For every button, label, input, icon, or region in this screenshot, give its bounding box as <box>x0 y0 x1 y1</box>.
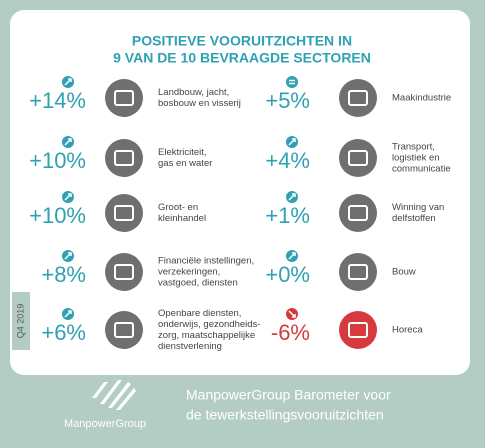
sector: -6% Horeca <box>271 308 423 349</box>
trend-badge <box>286 76 298 88</box>
sector-label: Winning van <box>392 202 444 213</box>
footer-text: ManpowerGroup Barometer voor <box>186 387 391 403</box>
value: +5% <box>265 88 310 113</box>
sector-label: zorg, maatschappelijke <box>158 330 255 341</box>
sector-label: Landbouw, jacht, <box>158 87 229 98</box>
sector-icon <box>339 253 377 291</box>
sector-label: Elektriciteit, <box>158 147 207 158</box>
sector-icon <box>105 311 143 349</box>
value: +6% <box>41 320 86 345</box>
sector-label: Openbare diensten, <box>158 308 241 319</box>
sector: +5% Maakindustrie <box>265 76 451 117</box>
sector-label: gas en water <box>158 158 212 169</box>
value: +0% <box>265 262 310 287</box>
sector: +14% Landbouw, jacht,bosbouw en visserij <box>29 76 241 117</box>
title: POSITIEVE VOORUITZICHTEN IN <box>132 33 352 49</box>
sector: +0% Bouw <box>265 250 416 291</box>
sector-label: Transport, <box>392 142 435 153</box>
value: +14% <box>29 88 86 113</box>
sector-glyph <box>348 90 368 106</box>
sector-icon <box>105 79 143 117</box>
value: -6% <box>271 320 310 345</box>
sector-glyph <box>114 90 134 106</box>
sector-icon <box>105 139 143 177</box>
value: +10% <box>29 203 86 228</box>
value: +10% <box>29 148 86 173</box>
sector-label: dienstverlening <box>158 341 222 352</box>
sector-label: vastgoed, diensten <box>158 278 238 289</box>
sector-icon <box>105 253 143 291</box>
sector-icon <box>339 311 377 349</box>
sector-label: verzekeringen, <box>158 267 220 278</box>
trend-arrow <box>288 310 296 318</box>
sector-label: delfstoffen <box>392 213 436 224</box>
sector-icon <box>339 194 377 232</box>
sector-label: logistiek en <box>392 153 440 164</box>
sector-glyph <box>348 205 368 221</box>
sector-glyph <box>114 205 134 221</box>
sector-glyph <box>348 264 368 280</box>
trend-arrow <box>64 193 72 201</box>
trend-arrow <box>64 138 72 146</box>
value: +8% <box>41 262 86 287</box>
sector-label: Horeca <box>392 325 423 336</box>
trend-arrow <box>64 310 72 318</box>
logo <box>92 380 136 410</box>
side-tag-bg <box>12 292 30 350</box>
sector-label: Bouw <box>392 267 416 278</box>
sector: +6% Openbare diensten,onderwijs, gezondhe… <box>41 308 260 352</box>
sector-label: Maakindustrie <box>392 93 451 104</box>
footer-text: de tewerkstellingsvooruitzichten <box>186 407 384 423</box>
trend-arrow <box>288 193 296 201</box>
sector: +10% Elektriciteit,gas en water <box>29 136 212 177</box>
sector-label: bosbouw en visserij <box>158 98 241 109</box>
sector-glyph <box>114 150 134 166</box>
value: +4% <box>265 148 310 173</box>
sector-glyph <box>348 322 368 338</box>
value: +1% <box>265 203 310 228</box>
sector-label: kleinhandel <box>158 213 206 224</box>
side-tag: Q4 2019 <box>15 304 25 339</box>
trend-arrow <box>288 138 296 146</box>
sector-label: Groot- en <box>158 202 198 213</box>
trend-arrow <box>64 252 72 260</box>
sector-label: Financiële instellingen, <box>158 256 254 267</box>
trend-arrow <box>64 78 72 86</box>
sector-icon <box>105 194 143 232</box>
sector-glyph <box>114 322 134 338</box>
sector-glyph <box>348 150 368 166</box>
sector-glyph <box>114 264 134 280</box>
sector: +8% Financiële instellingen,verzekeringen… <box>41 250 254 291</box>
trend-arrow <box>288 252 296 260</box>
brand: ManpowerGroup <box>64 418 146 430</box>
title: 9 VAN DE 10 BEVRAAGDE SECTOREN <box>113 50 371 66</box>
sector-icon <box>339 79 377 117</box>
sector-label: communicatie <box>392 164 451 175</box>
sector-icon <box>339 139 377 177</box>
sector-label: onderwijs, gezondheids- <box>158 319 260 330</box>
